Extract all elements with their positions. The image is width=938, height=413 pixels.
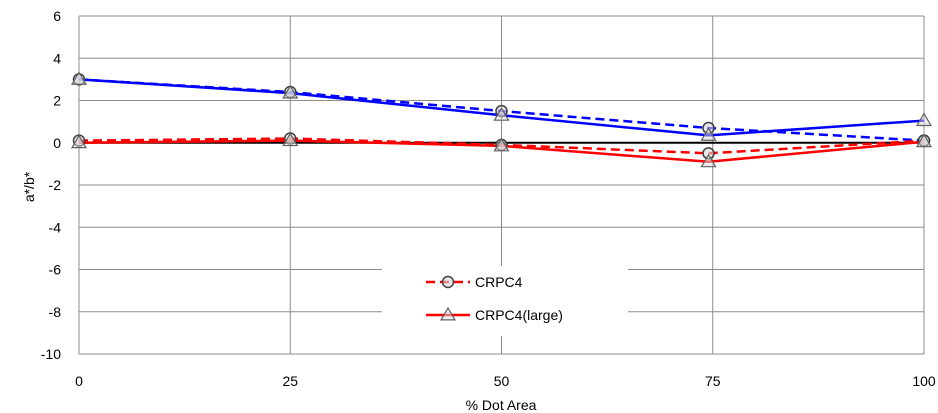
data-point xyxy=(700,153,717,168)
y-tick-labels: 6 4 2 0 -2 -4 -6 -8 -10 xyxy=(41,8,61,362)
x-axis-title: % Dot Area xyxy=(466,397,537,413)
x-tick-label: 100 xyxy=(912,373,936,389)
y-tick-label: -4 xyxy=(49,219,62,235)
legend-box xyxy=(382,266,628,336)
legend-marker xyxy=(439,306,457,321)
gridlines xyxy=(78,15,925,355)
x-tick-label: 50 xyxy=(494,373,510,389)
data-point xyxy=(70,134,88,149)
y-tick-label: 4 xyxy=(53,50,61,66)
legend-label: CRPC4 xyxy=(475,274,523,290)
y-tick-label: -2 xyxy=(49,177,62,193)
legend-item: CRPC4 xyxy=(426,274,523,290)
series-markers-3 xyxy=(70,132,933,168)
y-tick-label: 0 xyxy=(53,135,61,151)
data-point xyxy=(282,84,299,99)
x-tick-label: 0 xyxy=(75,373,83,389)
legend: CRPC4 CRPC4(large) xyxy=(382,266,628,336)
y-tick-label: 2 xyxy=(53,93,61,109)
data-point xyxy=(700,127,717,141)
data-point xyxy=(282,132,299,147)
y-tick-label: -10 xyxy=(41,346,61,362)
y-tick-label: -8 xyxy=(49,304,62,320)
series-markers-1 xyxy=(70,71,933,141)
y-tick-label: 6 xyxy=(53,8,61,24)
legend-item: CRPC4(large) xyxy=(426,306,563,323)
x-tick-label: 25 xyxy=(282,373,298,389)
data-point xyxy=(915,133,933,148)
x-tick-label: 75 xyxy=(705,373,721,389)
y-tick-label: -6 xyxy=(49,262,62,278)
x-tick-labels: 0 25 50 75 100 xyxy=(75,373,936,389)
series-group xyxy=(70,71,933,168)
data-point xyxy=(915,112,933,127)
legend-label: CRPC4(large) xyxy=(475,307,563,323)
data-point xyxy=(493,107,510,121)
data-point xyxy=(493,137,510,152)
legend-marker xyxy=(441,275,455,289)
data-point xyxy=(70,71,88,85)
y-axis-title: a*/b* xyxy=(21,171,37,202)
